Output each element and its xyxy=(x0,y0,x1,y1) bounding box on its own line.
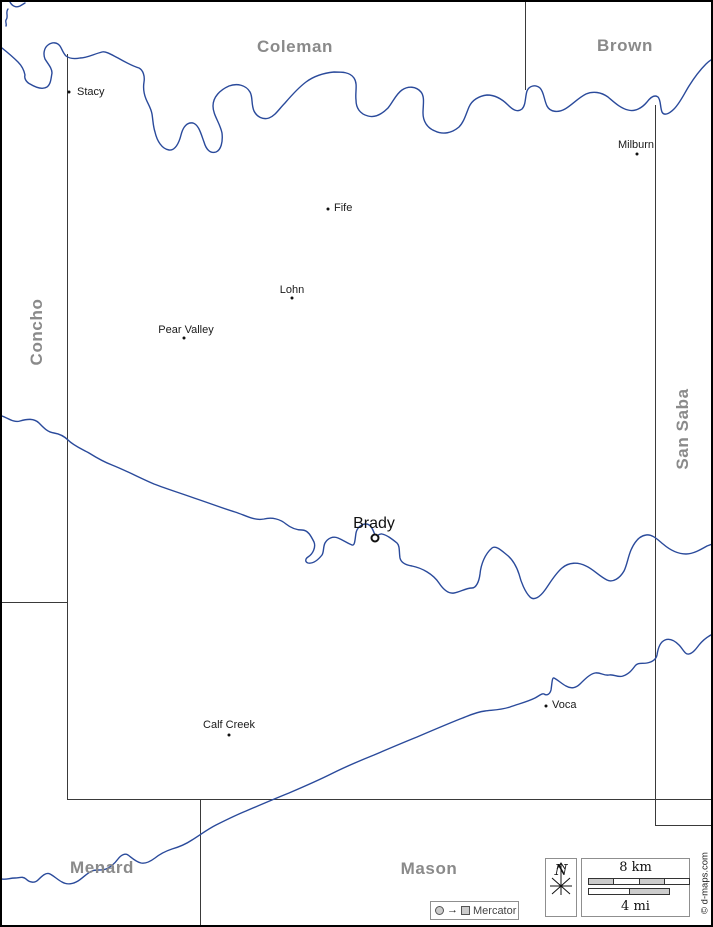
county-label-coleman: Coleman xyxy=(257,37,333,56)
town-dot-milburn xyxy=(635,152,639,156)
scale-bar-km xyxy=(588,878,690,885)
copyright-credit: © d-maps.com xyxy=(699,852,711,914)
county-label-menard: Menard xyxy=(69,858,135,877)
globe-circle-icon xyxy=(435,906,444,915)
town-label-fife: Fife xyxy=(334,202,353,214)
scale-mi-label: 4 mi xyxy=(621,899,650,914)
county-label-mason: Mason xyxy=(400,859,458,878)
river-san-saba xyxy=(2,634,711,885)
county-label-san-saba: San Saba xyxy=(673,388,692,470)
town-dot-voca xyxy=(544,704,548,708)
river-brady-creek xyxy=(2,415,711,600)
town-dot-pear-valley xyxy=(182,336,186,340)
town-label-milburn: Milburn xyxy=(617,139,655,151)
county-label-brown: Brown xyxy=(597,36,653,55)
river-fragment-topleft-2 xyxy=(5,8,9,27)
projection-label: Mercator xyxy=(473,904,517,917)
compass-icon xyxy=(550,862,572,895)
scale-bar-mi xyxy=(588,888,670,895)
town-dot-lohn xyxy=(290,296,294,300)
town-dot-fife xyxy=(326,207,330,211)
river-fragment-topleft-1 xyxy=(9,2,26,8)
town-label-lohn: Lohn xyxy=(279,284,305,296)
county-seat-symbol-brady xyxy=(370,533,380,543)
town-label-pear-valley: Pear Valley xyxy=(158,324,214,336)
town-label-calf-creek: Calf Creek xyxy=(203,719,255,731)
town-label-voca: Voca xyxy=(552,699,577,711)
projected-square-icon xyxy=(461,906,470,915)
town-dot-stacy xyxy=(67,90,71,94)
scale-km-label: 8 km xyxy=(619,860,652,875)
projection-arrow-icon: → xyxy=(447,904,458,916)
county-label-concho: Concho xyxy=(27,298,46,366)
scale-bar-box: 8 km 4 mi xyxy=(581,858,690,917)
north-arrow-box: N xyxy=(545,858,577,917)
county-seat-label-brady: Brady xyxy=(353,515,395,532)
projection-legend: → Mercator xyxy=(430,901,519,920)
town-dot-calf-creek xyxy=(227,733,231,737)
river-colorado-north xyxy=(2,42,711,154)
town-label-stacy: Stacy xyxy=(77,86,105,98)
